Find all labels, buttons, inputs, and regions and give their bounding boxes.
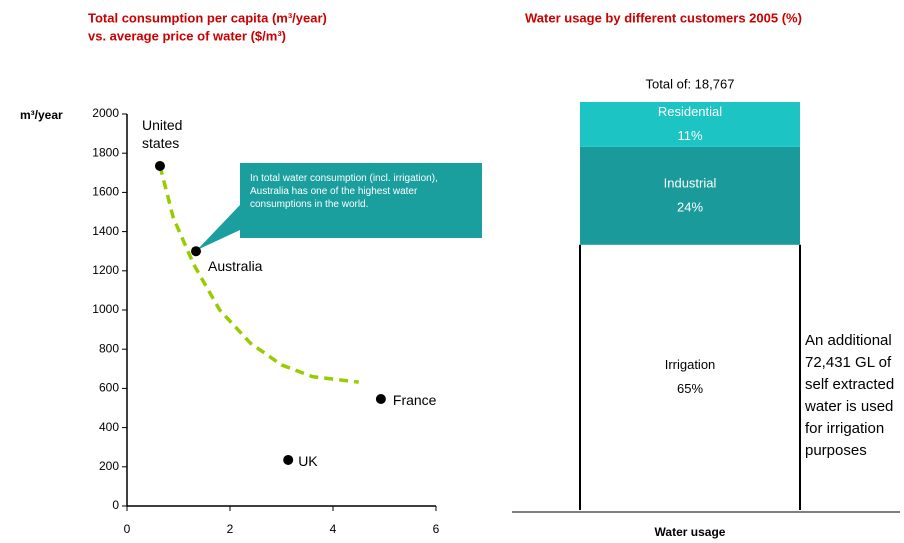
segment-value-label: 24% xyxy=(677,199,703,214)
segment-name: Industrial xyxy=(664,175,717,190)
point-label: UK xyxy=(298,452,318,469)
point xyxy=(191,246,202,257)
x-tick-label: 4 xyxy=(330,522,337,536)
chart-title: Water usage by different customers 2005 … xyxy=(525,10,802,25)
y-tick-label: 600 xyxy=(99,381,119,395)
y-tick-label: 1400 xyxy=(92,224,119,238)
callout-text: In total water consumption (incl. irriga… xyxy=(250,173,438,210)
note: An additional 72,431 GL of self extracte… xyxy=(805,332,895,459)
callout-pointer xyxy=(197,205,240,250)
bar-segment xyxy=(580,244,800,511)
segment-name: Residential xyxy=(658,104,722,119)
bar-segment xyxy=(580,146,800,245)
y-tick-label: 400 xyxy=(99,420,119,434)
x-tick-label: 2 xyxy=(227,522,234,536)
point-label: France xyxy=(392,391,437,408)
y-tick-label: 1600 xyxy=(92,185,119,199)
point xyxy=(154,160,165,171)
x-tick-label: Water usage xyxy=(655,525,726,539)
total-label: Total of: 18,767 xyxy=(646,76,735,91)
y-tick-label: 1800 xyxy=(92,145,119,159)
y-tick-label: 800 xyxy=(99,341,119,355)
y-axis-label: m³/year xyxy=(20,108,63,122)
x-tick-label: 6 xyxy=(433,522,440,536)
chart-subtitle: vs. average price of water ($/m³) xyxy=(88,28,286,43)
y-tick-label: 1200 xyxy=(92,263,119,277)
y-tick-label: 2000 xyxy=(92,106,119,120)
chart-title: Total consumption per capita (m³/year) xyxy=(88,10,327,25)
point xyxy=(283,454,294,465)
y-tick-label: 1000 xyxy=(92,302,119,316)
bar-segment xyxy=(580,102,800,147)
y-tick-label: 200 xyxy=(99,459,119,473)
segment-name: Irrigation xyxy=(665,357,716,372)
segment-value-label: 11% xyxy=(677,128,702,143)
callout-box xyxy=(240,163,482,238)
point-label: United states xyxy=(141,116,183,151)
point xyxy=(375,393,386,404)
point-label: Australia xyxy=(208,258,263,275)
trend-line xyxy=(158,165,359,384)
y-tick-label: 0 xyxy=(112,498,119,512)
x-tick-label: 0 xyxy=(124,522,131,536)
segment-value-label: 65% xyxy=(677,381,703,396)
